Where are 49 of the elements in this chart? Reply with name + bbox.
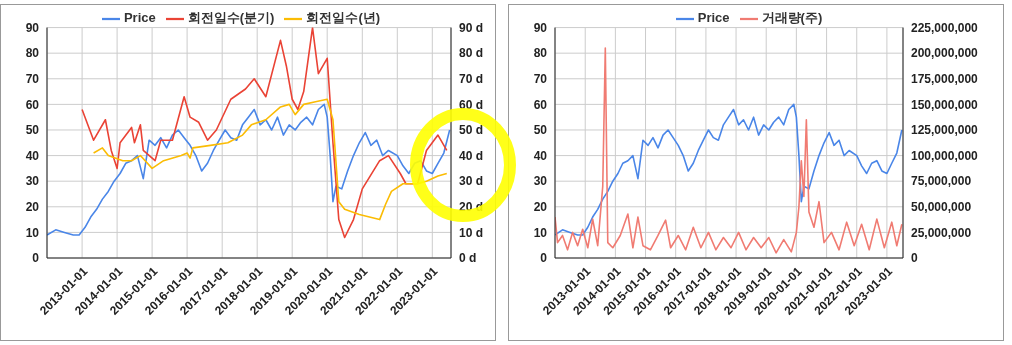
line-series [555, 103, 903, 236]
y-tick-label: 80 [533, 46, 548, 61]
y-tick-label: 30 [533, 174, 548, 189]
y-tick-label: 70 [25, 72, 40, 87]
y-tick-label: 50 [533, 123, 548, 138]
line-series [47, 103, 451, 236]
y2-tick-label: 25,000,000 [911, 225, 972, 240]
y2-tick-label: 60 d [459, 97, 484, 112]
y-tick-label: 20 [25, 200, 40, 215]
y-tick-label: 0 [32, 251, 40, 266]
y-tick-label: 30 [25, 174, 40, 189]
y2-tick-label: 150,000,000 [911, 97, 979, 112]
y2-tick-label: 200,000,000 [911, 46, 979, 61]
legend-label: Price [123, 10, 156, 25]
y2-tick-label: 225,000,000 [911, 20, 979, 35]
y2-tick-label: 10 d [459, 225, 484, 240]
y-tick-label: 50 [25, 123, 40, 138]
line-series [92, 98, 448, 221]
y-tick-label: 80 [25, 46, 40, 61]
y2-tick-label: 75,000,000 [911, 174, 972, 189]
y2-tick-label: 100,000,000 [911, 148, 979, 163]
y2-tick-label: 30 d [459, 174, 484, 189]
y-tick-label: 20 [533, 200, 548, 215]
y-tick-label: 40 [533, 148, 548, 163]
y2-tick-label: 0 [911, 251, 918, 266]
y2-tick-label: 175,000,000 [911, 72, 979, 87]
y-tick-label: 90 [25, 20, 40, 35]
y-tick-label: 10 [533, 225, 548, 240]
y2-tick-label: 50 d [459, 123, 484, 138]
line-series [555, 47, 903, 254]
y-tick-label: 60 [25, 97, 40, 112]
legend-label: 회전일수(년) [306, 10, 381, 25]
y-tick-label: 60 [533, 97, 548, 112]
line-series [81, 27, 448, 239]
y-tick-label: 70 [533, 72, 548, 87]
y-tick-label: 0 [540, 251, 548, 266]
y2-tick-label: 0 d [459, 251, 477, 266]
y2-tick-label: 125,000,000 [911, 123, 979, 138]
y2-tick-label: 80 d [459, 46, 484, 61]
y2-tick-label: 90 d [459, 20, 484, 35]
y2-tick-label: 70 d [459, 72, 484, 87]
y-tick-label: 40 [25, 148, 40, 163]
legend-label: Price [697, 10, 730, 25]
y-tick-label: 10 [25, 225, 40, 240]
y-tick-label: 90 [533, 20, 548, 35]
legend-label: 거래량(주) [761, 10, 823, 25]
legend-label: 회전일수(분기) [187, 10, 275, 25]
y2-tick-label: 40 d [459, 148, 484, 163]
y2-tick-label: 50,000,000 [911, 200, 972, 215]
